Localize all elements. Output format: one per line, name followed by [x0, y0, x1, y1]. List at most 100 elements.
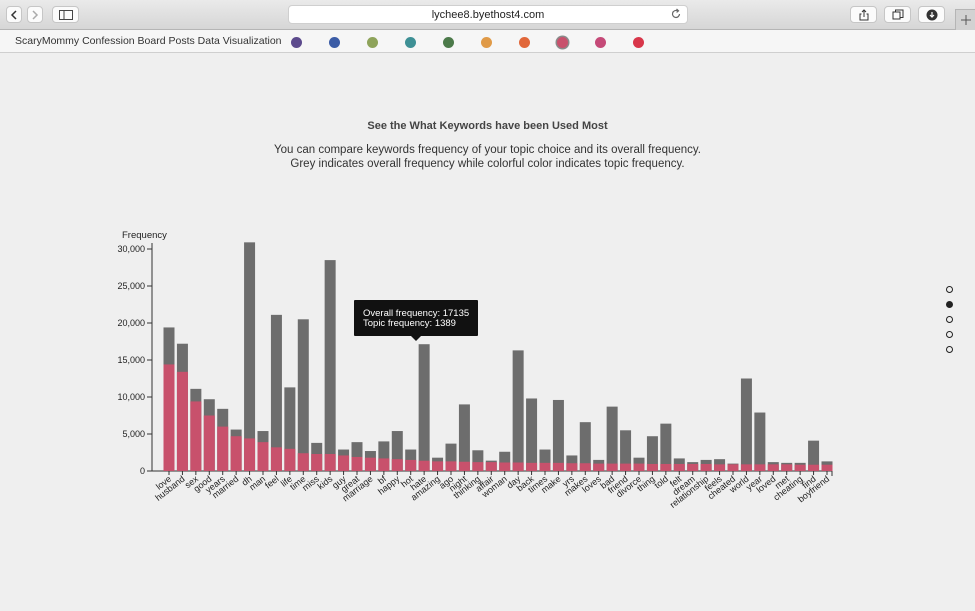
topic-swatch[interactable]: [633, 37, 644, 48]
bar-topic: [687, 463, 699, 471]
bar-topic: [781, 464, 793, 471]
y-tick-label: 15,000: [117, 355, 145, 365]
bar-topic: [244, 438, 256, 471]
topic-swatch[interactable]: [329, 37, 340, 48]
bar-topic: [203, 415, 215, 471]
y-tick-label: 10,000: [117, 392, 145, 402]
y-tick-label: 0: [140, 466, 145, 476]
x-tick-label: feel: [263, 474, 281, 491]
topic-swatch[interactable]: [595, 37, 606, 48]
bar-topic: [539, 462, 551, 471]
bar-topic: [593, 463, 605, 471]
topic-swatch[interactable]: [367, 37, 378, 48]
pager-dot[interactable]: [946, 286, 953, 293]
bar-overall: [418, 344, 430, 471]
bar-overall: [512, 350, 524, 471]
tabs-icon: [892, 9, 903, 19]
bar-topic: [714, 464, 726, 471]
share-button[interactable]: [850, 6, 877, 23]
bar-topic: [646, 463, 658, 471]
bar-overall: [646, 436, 658, 471]
bar-overall: [472, 450, 484, 471]
bar-topic: [311, 453, 323, 471]
bar-overall: [606, 406, 618, 471]
bar-overall: [808, 440, 820, 471]
bar-topic: [284, 448, 296, 471]
site-navbar: ScaryMommy Confession Board Posts Data V…: [0, 30, 975, 53]
bar-overall: [391, 431, 403, 471]
bar-topic: [552, 462, 564, 471]
url-text: lychee8.byethost4.com: [431, 8, 545, 21]
bar-tooltip: Overall frequency: 17135 Topic frequency…: [354, 300, 478, 341]
bar-overall: [539, 449, 551, 471]
back-button[interactable]: [6, 6, 22, 23]
bar-topic: [767, 464, 779, 471]
y-tick-label: 25,000: [117, 281, 145, 291]
bar-topic: [472, 462, 484, 471]
new-tab-button[interactable]: [955, 9, 975, 30]
bar-topic: [606, 463, 618, 471]
keyword-frequency-chart: Frequency 0 5,000 10,000 15,000 20,000 25,000 3…: [117, 230, 833, 510]
downloads-button[interactable]: [918, 6, 945, 23]
bar-overall: [445, 443, 457, 471]
bar-overall: [526, 398, 538, 471]
bar-topic: [378, 458, 390, 471]
topic-swatch[interactable]: [291, 37, 302, 48]
bar-topic: [230, 436, 242, 471]
pager-dot[interactable]: [946, 316, 953, 323]
bar-topic: [727, 464, 739, 471]
share-icon: [859, 8, 868, 20]
section-title: See the What Keywords have been Used Mos…: [367, 120, 608, 132]
tabs-button[interactable]: [884, 6, 911, 23]
bar-topic: [485, 462, 497, 471]
bar-topic: [512, 462, 524, 471]
bar-topic: [324, 453, 336, 471]
bar-topic: [297, 453, 309, 471]
bar-overall: [324, 260, 336, 471]
bar-overall: [740, 378, 752, 471]
bar-overall: [499, 451, 511, 471]
bar-topic: [364, 457, 376, 471]
y-tick-label: 30,000: [117, 244, 145, 254]
sidebar-button[interactable]: [52, 6, 79, 23]
bar-topic: [700, 463, 712, 471]
bar-overall: [458, 404, 470, 471]
bar-topic: [270, 447, 282, 471]
bar-topic: [391, 459, 403, 471]
y-tick-label: 5,000: [122, 429, 145, 439]
description-line-2: Grey indicates overall frequency while c…: [290, 158, 685, 170]
topic-swatch[interactable]: [519, 37, 530, 48]
tooltip-topic: Topic frequency: 1389: [363, 318, 456, 329]
topic-swatch[interactable]: [557, 37, 568, 48]
bar-topic: [660, 463, 672, 471]
pager-dot[interactable]: [946, 331, 953, 338]
pager-dot[interactable]: [946, 301, 953, 308]
chevron-right-icon: [32, 9, 39, 20]
bar-topic: [217, 426, 229, 471]
bar-overall: [754, 412, 766, 471]
bar-topic: [808, 464, 820, 471]
topic-swatch[interactable]: [443, 37, 454, 48]
bar-topic: [499, 462, 511, 471]
description-line-1: You can compare keywords frequency of yo…: [273, 144, 701, 156]
bar-overall: [244, 242, 256, 471]
bar-topic: [176, 371, 188, 471]
bar-topic: [432, 461, 444, 471]
bar-topic: [633, 463, 645, 471]
bar-topic: [794, 464, 806, 471]
browser-toolbar: lychee8.byethost4.com: [0, 0, 975, 30]
site-brand[interactable]: ScaryMommy Confession Board Posts Data V…: [15, 35, 282, 47]
forward-button[interactable]: [27, 6, 43, 23]
bar-topic: [620, 463, 632, 471]
address-bar[interactable]: lychee8.byethost4.com: [288, 5, 688, 24]
bar-overall: [579, 422, 591, 471]
pager-dot[interactable]: [946, 346, 953, 353]
plus-icon: [960, 15, 971, 25]
topic-swatch[interactable]: [405, 37, 416, 48]
bar-overall: [351, 442, 363, 471]
bar-topic: [754, 464, 766, 471]
y-axis-label: Frequency: [122, 230, 167, 241]
reload-icon[interactable]: [670, 8, 682, 23]
topic-swatch[interactable]: [481, 37, 492, 48]
bar-topic: [740, 464, 752, 471]
